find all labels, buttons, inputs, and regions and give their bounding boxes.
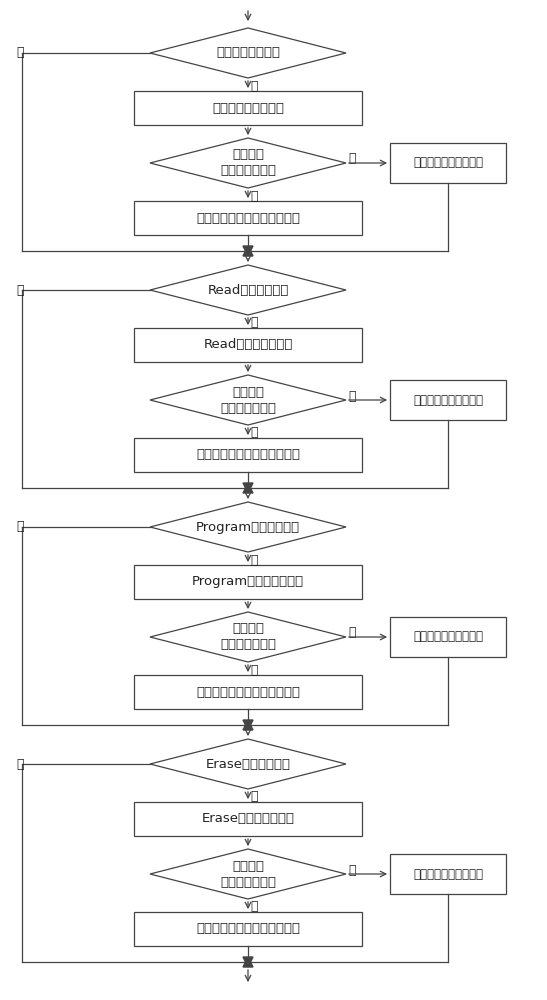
- Text: Read队列取一个命令: Read队列取一个命令: [203, 338, 293, 352]
- Text: 配置队列是否为空: 配置队列是否为空: [216, 46, 280, 60]
- Text: Erase队列是否为空: Erase队列是否为空: [206, 758, 290, 770]
- Text: 是: 是: [250, 190, 258, 202]
- Polygon shape: [150, 849, 346, 899]
- Text: 否: 否: [250, 316, 258, 330]
- Text: 查策略表
能否在通道执行: 查策略表 能否在通道执行: [220, 148, 276, 178]
- Polygon shape: [150, 28, 346, 78]
- Text: 否: 否: [348, 389, 356, 402]
- FancyBboxPatch shape: [134, 328, 362, 362]
- Text: Read队列是否为空: Read队列是否为空: [207, 284, 289, 296]
- Polygon shape: [150, 739, 346, 789]
- Text: 否: 否: [348, 626, 356, 640]
- Text: 下发命令，并挂入待完成队列: 下发命令，并挂入待完成队列: [196, 686, 300, 698]
- Text: 否: 否: [250, 554, 258, 566]
- Polygon shape: [150, 502, 346, 552]
- Text: 查策略表
能否在通道执行: 查策略表 能否在通道执行: [220, 859, 276, 888]
- Text: 挂入相应等待队列队尾: 挂入相应等待队列队尾: [413, 867, 483, 880]
- Text: 下发命令，并挂入待完成队列: 下发命令，并挂入待完成队列: [196, 448, 300, 462]
- Polygon shape: [243, 483, 253, 493]
- Text: Program队列取一个命令: Program队列取一个命令: [192, 576, 304, 588]
- Polygon shape: [243, 246, 253, 256]
- Polygon shape: [150, 265, 346, 315]
- Text: 否: 否: [348, 863, 356, 876]
- Polygon shape: [243, 957, 253, 967]
- Text: 下发命令，并挂入待完成队列: 下发命令，并挂入待完成队列: [196, 212, 300, 225]
- Text: 配置队列取一个命令: 配置队列取一个命令: [212, 102, 284, 114]
- Polygon shape: [243, 720, 253, 730]
- Text: 否: 否: [348, 152, 356, 165]
- Text: Program队列是否为空: Program队列是否为空: [196, 520, 300, 534]
- Polygon shape: [243, 246, 253, 256]
- Polygon shape: [243, 720, 253, 730]
- Text: 是: 是: [16, 284, 24, 296]
- FancyBboxPatch shape: [390, 380, 506, 420]
- Text: 是: 是: [16, 520, 24, 534]
- FancyBboxPatch shape: [390, 617, 506, 657]
- Text: 是: 是: [250, 426, 258, 440]
- Polygon shape: [150, 612, 346, 662]
- Text: 是: 是: [250, 900, 258, 914]
- FancyBboxPatch shape: [134, 91, 362, 125]
- FancyBboxPatch shape: [390, 143, 506, 183]
- Text: 否: 否: [250, 790, 258, 804]
- FancyBboxPatch shape: [134, 912, 362, 946]
- Text: 挂入相应等待队列队尾: 挂入相应等待队列队尾: [413, 156, 483, 169]
- Polygon shape: [150, 375, 346, 425]
- Text: 是: 是: [16, 758, 24, 770]
- Text: 挂入相应等待队列队尾: 挂入相应等待队列队尾: [413, 393, 483, 406]
- Polygon shape: [243, 483, 253, 493]
- FancyBboxPatch shape: [134, 802, 362, 836]
- Text: 查策略表
能否在通道执行: 查策略表 能否在通道执行: [220, 622, 276, 652]
- FancyBboxPatch shape: [134, 565, 362, 599]
- Text: 查策略表
能否在通道执行: 查策略表 能否在通道执行: [220, 385, 276, 414]
- Text: 下发命令，并挂入待完成队列: 下发命令，并挂入待完成队列: [196, 922, 300, 936]
- FancyBboxPatch shape: [134, 201, 362, 235]
- FancyBboxPatch shape: [134, 675, 362, 709]
- FancyBboxPatch shape: [390, 854, 506, 894]
- Text: 是: 是: [16, 46, 24, 60]
- Text: 挂入相应等待队列队尾: 挂入相应等待队列队尾: [413, 631, 483, 644]
- Polygon shape: [243, 957, 253, 967]
- Polygon shape: [150, 138, 346, 188]
- Text: Erase队列取一个命令: Erase队列取一个命令: [201, 812, 294, 826]
- FancyBboxPatch shape: [134, 438, 362, 472]
- Text: 否: 否: [250, 80, 258, 93]
- Text: 是: 是: [250, 664, 258, 676]
